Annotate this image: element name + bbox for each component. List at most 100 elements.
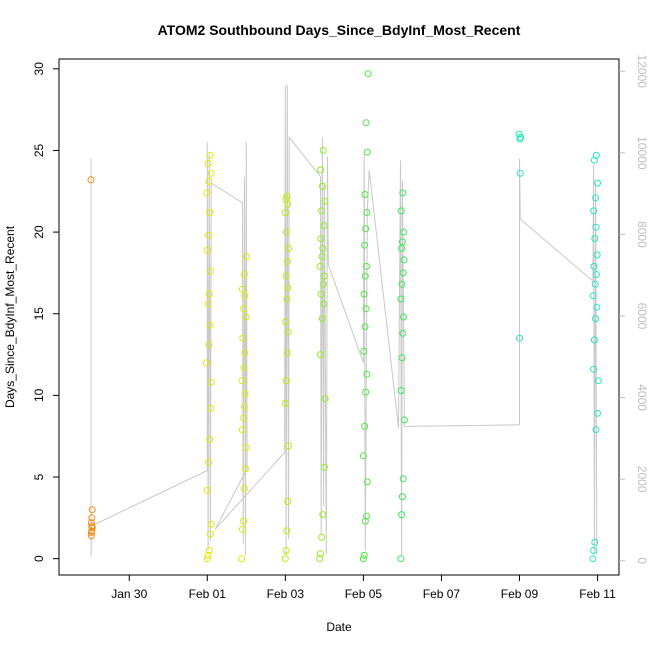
data-point [592, 271, 600, 278]
data-point [205, 341, 213, 349]
data-point [592, 223, 600, 231]
data-point [362, 119, 370, 127]
data-point [362, 225, 370, 233]
data-point [398, 511, 406, 519]
data-point [590, 336, 598, 344]
data-point [204, 160, 212, 167]
data-point [240, 517, 248, 525]
data-point [400, 313, 408, 321]
y2-tick-label: 4000 [635, 384, 649, 411]
data-point [285, 244, 292, 252]
data-point [398, 493, 406, 501]
data-point [205, 178, 213, 185]
y-tick-label: 30 [32, 62, 46, 76]
data-point [206, 530, 214, 538]
data-point [363, 512, 370, 520]
data-point [87, 532, 95, 540]
data-point [204, 300, 212, 308]
data-point [203, 359, 210, 367]
data-point [594, 179, 601, 187]
data-point [317, 166, 324, 174]
y-tick-label: 5 [32, 473, 46, 480]
data-point [397, 295, 405, 303]
data-point [399, 329, 407, 337]
data-point [320, 222, 328, 230]
data-point [281, 400, 289, 407]
data-point [203, 246, 211, 254]
data-point [516, 334, 523, 342]
plot-frame [58, 58, 620, 576]
data-point [317, 235, 325, 243]
data-point [320, 463, 328, 471]
data-point [363, 209, 371, 216]
data-point [362, 388, 370, 396]
data-point [203, 486, 211, 494]
data-point [318, 533, 326, 541]
data-point [284, 284, 292, 292]
data-point [594, 377, 602, 385]
data-point [361, 517, 369, 525]
y2-tick-label: 12000 [635, 55, 649, 89]
x-tick-label: Feb 07 [423, 587, 461, 601]
data-point [318, 182, 326, 190]
x-axis-label: Date [326, 620, 352, 634]
data-point [240, 305, 248, 313]
data-point [283, 192, 291, 200]
data-point [206, 151, 214, 159]
data-point [203, 189, 211, 197]
data-point [87, 176, 95, 184]
data-point [317, 290, 325, 298]
data-point [398, 354, 406, 362]
y-tick-label: 25 [32, 143, 46, 157]
data-point [88, 522, 96, 530]
y2-tick-label: 6000 [635, 303, 649, 330]
data-point [241, 349, 249, 357]
data-point [283, 228, 290, 236]
data-point [399, 189, 407, 197]
data-point [591, 280, 599, 288]
data-point [207, 520, 215, 528]
data-point [206, 267, 214, 275]
data-point [241, 292, 249, 300]
trace-line [90, 85, 598, 558]
chart-title: ATOM2 Southbound Days_Since_BdyInf_Most_… [158, 22, 521, 38]
data-point [238, 525, 246, 533]
data-point [319, 511, 327, 519]
data-point [87, 529, 95, 536]
data-point [590, 365, 598, 373]
data-point [242, 465, 249, 473]
data-point [399, 475, 407, 483]
data-point [593, 303, 601, 311]
data-point [282, 195, 290, 203]
data-point [589, 555, 597, 563]
data-point [592, 426, 600, 434]
data-point [242, 444, 250, 452]
data-point [207, 378, 215, 386]
data-point [319, 280, 327, 288]
data-point [593, 251, 601, 259]
data-point [360, 347, 368, 355]
data-point [397, 555, 405, 563]
data-point [240, 271, 248, 278]
data-point [591, 235, 599, 243]
x-tick-label: Feb 01 [189, 587, 227, 601]
data-point [515, 130, 523, 138]
data-point [206, 321, 214, 329]
y-tick-label: 20 [32, 225, 46, 239]
data-point [206, 436, 214, 443]
y-tick-label: 0 [32, 555, 46, 562]
data-point [400, 256, 408, 264]
data-point [242, 253, 250, 261]
data-point [360, 290, 368, 298]
data-point [319, 244, 327, 252]
data-point [240, 403, 248, 411]
data-point [240, 485, 248, 492]
data-point [205, 547, 213, 554]
data-point [320, 300, 328, 308]
data-point [316, 262, 324, 270]
data-point [317, 550, 324, 558]
data-point [361, 323, 369, 331]
data-point [317, 351, 324, 359]
data-point [241, 390, 249, 398]
data-point [238, 377, 246, 385]
